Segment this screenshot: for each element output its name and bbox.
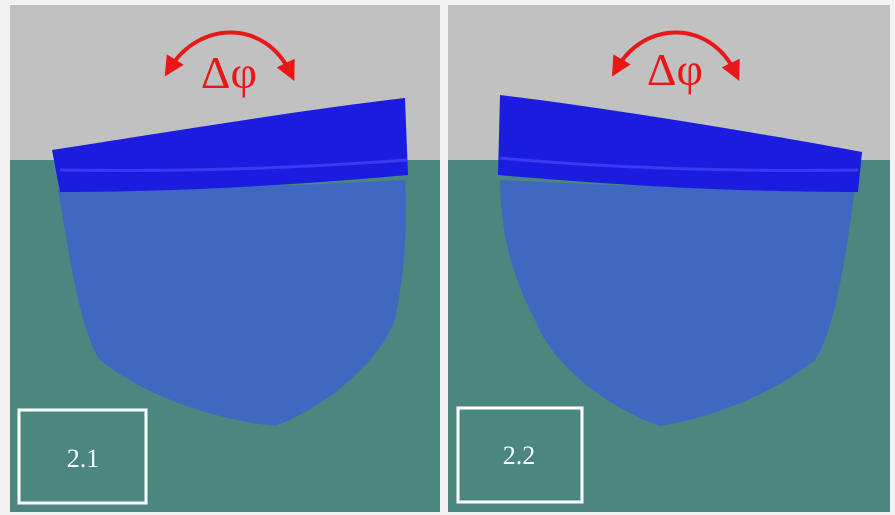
panel: Δφ 2.1 (10, 5, 440, 512)
figure: Δφ 2.1 Δφ 2.2 (0, 0, 895, 515)
panel-label: 2.2 (503, 441, 536, 470)
panel: Δφ 2.2 (448, 5, 890, 512)
annotation: Δφ (647, 44, 703, 95)
panel-label: 2.1 (67, 444, 100, 473)
annotation: Δφ (201, 47, 257, 98)
